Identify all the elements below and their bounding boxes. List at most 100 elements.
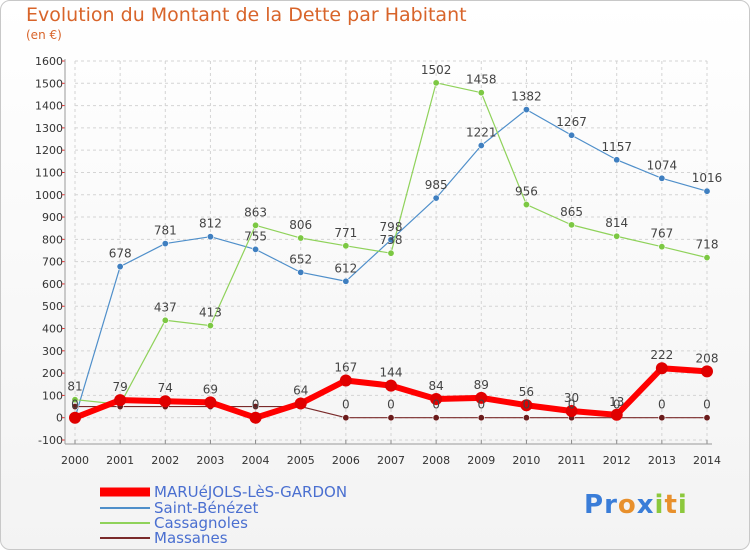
data-label: 0	[523, 398, 531, 412]
logo-letter: P	[584, 490, 605, 520]
data-label: 437	[154, 300, 177, 314]
data-point	[297, 268, 305, 276]
data-label: 0	[71, 398, 79, 412]
y-tick-label: 400	[42, 323, 63, 336]
y-tick-label: 100	[42, 389, 63, 402]
logo-letter: t	[664, 490, 678, 520]
x-tick-label: 2010	[512, 454, 540, 467]
data-label: 678	[109, 247, 132, 261]
x-tick-label: 2003	[196, 454, 224, 467]
data-point	[613, 156, 621, 164]
data-label: 144	[380, 366, 403, 380]
series-3	[69, 362, 713, 424]
data-label: 0	[568, 398, 576, 412]
data-point	[610, 408, 623, 421]
y-tick-label: 1500	[35, 77, 63, 90]
data-point	[703, 254, 711, 262]
data-point	[655, 362, 668, 375]
data-label: 1221	[466, 125, 497, 139]
x-tick-label: 2014	[693, 454, 721, 467]
data-point	[206, 233, 214, 241]
y-tick-label: 0	[56, 412, 63, 425]
x-tick-label: 2011	[558, 454, 586, 467]
y-tick-label: 1000	[35, 189, 63, 202]
data-label: 956	[515, 185, 538, 199]
data-label: 413	[199, 306, 222, 320]
data-label: 0	[432, 398, 440, 412]
data-point	[252, 245, 260, 253]
data-label: 89	[474, 378, 489, 392]
data-label: 1016	[692, 171, 723, 185]
y-tick-label: 1300	[35, 122, 63, 135]
y-tick-label: 700	[42, 256, 63, 269]
x-tick-label: 2012	[603, 454, 631, 467]
data-label: 1074	[647, 158, 678, 172]
data-label: 798	[380, 220, 403, 234]
data-point	[249, 411, 262, 424]
proxiti-logo: Proxiti	[584, 490, 688, 520]
data-label: 718	[696, 238, 719, 252]
data-label: 806	[289, 218, 312, 232]
y-tick-label: 800	[42, 233, 63, 246]
data-point	[387, 414, 395, 422]
data-point	[342, 242, 350, 250]
data-point	[161, 316, 169, 324]
data-label: 781	[154, 224, 177, 238]
data-point	[114, 394, 127, 407]
logo-letter: r	[604, 490, 618, 520]
data-label: 0	[387, 398, 395, 412]
x-tick-label: 2002	[151, 454, 179, 467]
series-1	[71, 79, 711, 408]
legend-label: Saint-Bénézet	[154, 499, 259, 517]
data-point	[477, 414, 485, 422]
data-point	[477, 141, 485, 149]
x-tick-label: 2004	[242, 454, 270, 467]
data-label: 1502	[421, 63, 452, 77]
x-tick-label: 2000	[61, 454, 89, 467]
data-point	[116, 263, 124, 271]
data-label: 0	[477, 398, 485, 412]
x-tick-label: 2001	[106, 454, 134, 467]
data-point	[339, 374, 352, 387]
data-point	[522, 201, 530, 209]
logo-letter: x	[636, 490, 655, 520]
data-point	[387, 249, 395, 257]
data-label: 738	[380, 233, 403, 247]
data-label: 767	[650, 227, 673, 241]
legend-label: MARUéJOLS-LèS-GARDON	[154, 483, 347, 501]
data-point	[568, 131, 576, 139]
data-label: 81	[67, 380, 82, 394]
data-label: 0	[252, 398, 260, 412]
data-label: 69	[203, 382, 218, 396]
data-label: 1267	[556, 115, 587, 129]
data-label: 863	[244, 205, 267, 219]
data-label: 0	[703, 398, 711, 412]
data-point	[161, 240, 169, 248]
x-tick-label: 2008	[422, 454, 450, 467]
x-tick-label: 2013	[648, 454, 676, 467]
data-label: 79	[113, 380, 128, 394]
data-point	[613, 232, 621, 240]
data-label: 814	[605, 216, 628, 230]
data-label: 1157	[601, 140, 632, 154]
data-point	[71, 403, 79, 411]
data-point	[432, 414, 440, 422]
data-label: 1458	[466, 73, 497, 87]
data-label: 167	[334, 360, 357, 374]
y-tick-label: 1100	[35, 166, 63, 179]
data-point	[658, 243, 666, 251]
data-point	[342, 414, 350, 422]
y-tick-label: 500	[42, 300, 63, 313]
data-point	[477, 89, 485, 97]
y-tick-label: 200	[42, 367, 63, 380]
data-point	[701, 365, 713, 378]
data-point	[252, 403, 260, 411]
data-point	[385, 379, 397, 392]
logo-letter: i	[677, 490, 688, 520]
data-label: 208	[696, 351, 719, 365]
data-point	[430, 392, 443, 405]
data-label: 56	[519, 385, 534, 399]
x-tick-label: 2005	[287, 454, 315, 467]
